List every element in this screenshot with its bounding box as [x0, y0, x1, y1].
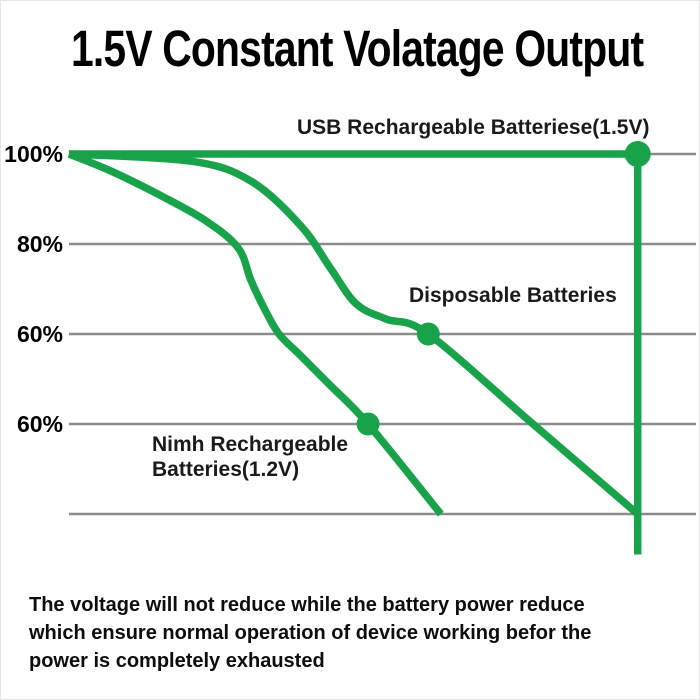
footer-line-2: which ensure normal operation of device … — [29, 622, 592, 644]
footer-line-3: power is completely exhausted — [29, 650, 325, 672]
footer-description: The voltage will not reduce while the ba… — [29, 591, 689, 675]
y-tick-60: 60% — [16, 321, 63, 347]
y-tick-40-mislabeled-60: 60% — [16, 411, 63, 437]
series-label-disposable: Disposable Batteries — [409, 284, 617, 307]
series-line-0 — [69, 150, 642, 555]
footer-line-1: The voltage will not reduce while the ba… — [29, 594, 585, 616]
page-title: 1.5V Constant Volatage Output — [71, 20, 644, 77]
series-marker-1 — [416, 322, 440, 346]
series-marker-0 — [624, 141, 651, 167]
series-label-nimh-rechargeable: Nimh Rechargeable Batteries(1.2V) — [152, 433, 349, 481]
series-line-1 — [68, 150, 641, 517]
series-marker-2 — [356, 412, 380, 436]
y-tick-80: 80% — [16, 231, 63, 257]
series-line-2 — [67, 150, 444, 517]
series-label-usb-rechargeable: USB Rechargeable Batteriese(1.5V) — [297, 116, 650, 139]
y-tick-100: 100% — [4, 141, 63, 167]
